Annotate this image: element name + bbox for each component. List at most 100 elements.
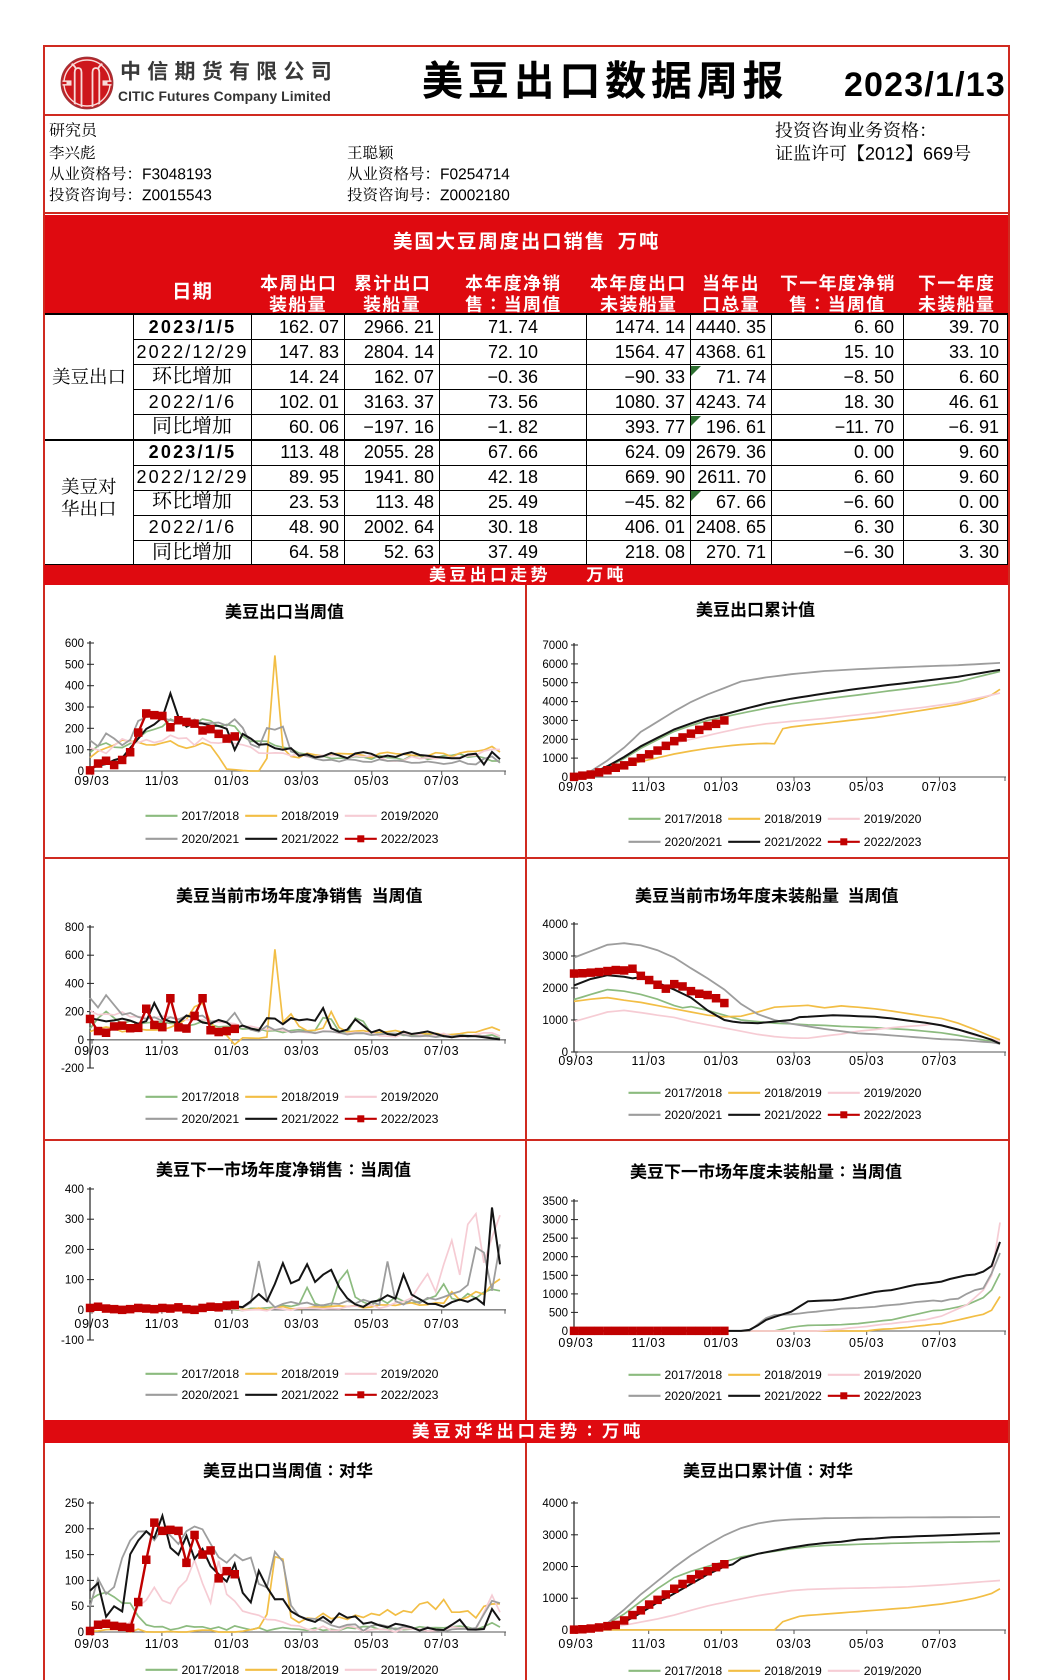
svg-text:05/03: 05/03 — [849, 1336, 884, 1350]
svg-text:2019/2020: 2019/2020 — [864, 1368, 922, 1382]
svg-text:11/03: 11/03 — [632, 1637, 666, 1651]
svg-text:09/03: 09/03 — [558, 1336, 593, 1350]
svg-text:2017/2018: 2017/2018 — [182, 1663, 240, 1677]
svg-text:01/03: 01/03 — [214, 1637, 249, 1651]
svg-text:2021/2022: 2021/2022 — [764, 1108, 822, 1122]
svg-text:03/03: 03/03 — [284, 1044, 319, 1058]
svg-text:01/03: 01/03 — [214, 1317, 249, 1331]
svg-text:2017/2018: 2017/2018 — [182, 809, 240, 823]
svg-text:2022/2023: 2022/2023 — [381, 1388, 439, 1402]
svg-text:2019/2020: 2019/2020 — [381, 809, 439, 823]
svg-text:03/03: 03/03 — [776, 1054, 811, 1068]
svg-text:03/03: 03/03 — [776, 1637, 811, 1651]
svg-text:2018/2019: 2018/2019 — [764, 1368, 822, 1382]
svg-text:0: 0 — [78, 766, 84, 778]
svg-text:2020/2021: 2020/2021 — [665, 1389, 723, 1403]
svg-text:01/03: 01/03 — [704, 1637, 739, 1651]
svg-text:2019/2020: 2019/2020 — [381, 1663, 439, 1677]
svg-text:200: 200 — [65, 1244, 84, 1256]
svg-text:11/03: 11/03 — [145, 1637, 179, 1651]
svg-text:800: 800 — [65, 922, 84, 934]
svg-text:07/03: 07/03 — [424, 1317, 459, 1331]
svg-text:01/03: 01/03 — [214, 1044, 249, 1058]
svg-text:09/03: 09/03 — [558, 1637, 593, 1651]
svg-text:400: 400 — [65, 1184, 84, 1196]
svg-text:2017/2018: 2017/2018 — [182, 1090, 240, 1104]
svg-text:05/03: 05/03 — [849, 1054, 884, 1068]
svg-text:11/03: 11/03 — [632, 780, 666, 794]
svg-text:2019/2020: 2019/2020 — [864, 1664, 922, 1678]
svg-text:2021/2022: 2021/2022 — [764, 835, 822, 849]
svg-text:400: 400 — [65, 978, 84, 990]
svg-text:05/03: 05/03 — [354, 1637, 389, 1651]
svg-text:07/03: 07/03 — [922, 780, 957, 794]
svg-text:05/03: 05/03 — [354, 1044, 389, 1058]
svg-text:11/03: 11/03 — [145, 774, 179, 788]
svg-text:11/03: 11/03 — [632, 1336, 666, 1350]
svg-text:2021/2022: 2021/2022 — [281, 1388, 339, 1402]
svg-text:07/03: 07/03 — [424, 1044, 459, 1058]
svg-text:2018/2019: 2018/2019 — [281, 809, 339, 823]
svg-text:03/03: 03/03 — [776, 1336, 811, 1350]
svg-text:2021/2022: 2021/2022 — [281, 1112, 339, 1126]
svg-text:3500: 3500 — [542, 1196, 568, 1208]
svg-text:09/03: 09/03 — [74, 1317, 109, 1331]
svg-text:100: 100 — [65, 1575, 84, 1587]
svg-text:600: 600 — [65, 638, 84, 650]
svg-text:4000: 4000 — [542, 697, 568, 709]
svg-text:200: 200 — [65, 1007, 84, 1019]
svg-text:2018/2019: 2018/2019 — [281, 1367, 339, 1381]
svg-text:2022/2023: 2022/2023 — [864, 835, 922, 849]
svg-text:07/03: 07/03 — [922, 1336, 957, 1350]
svg-text:01/03: 01/03 — [704, 1336, 739, 1350]
svg-text:05/03: 05/03 — [354, 1317, 389, 1331]
svg-text:0: 0 — [562, 772, 568, 784]
svg-text:03/03: 03/03 — [284, 774, 319, 788]
svg-text:-100: -100 — [61, 1335, 84, 1347]
svg-text:2017/2018: 2017/2018 — [665, 1086, 723, 1100]
svg-text:2000: 2000 — [542, 983, 568, 995]
svg-text:09/03: 09/03 — [558, 780, 593, 794]
svg-text:11/03: 11/03 — [632, 1054, 666, 1068]
svg-text:05/03: 05/03 — [849, 1637, 884, 1651]
svg-text:2022/2023: 2022/2023 — [864, 1389, 922, 1403]
svg-text:600: 600 — [65, 950, 84, 962]
svg-text:07/03: 07/03 — [922, 1637, 957, 1651]
svg-text:01/03: 01/03 — [704, 1054, 739, 1068]
svg-text:3000: 3000 — [542, 1530, 568, 1542]
svg-text:2018/2019: 2018/2019 — [281, 1663, 339, 1677]
svg-text:3000: 3000 — [542, 1215, 568, 1227]
svg-text:2019/2020: 2019/2020 — [381, 1090, 439, 1104]
svg-text:03/03: 03/03 — [776, 780, 811, 794]
svg-text:5000: 5000 — [542, 678, 568, 690]
svg-text:2018/2019: 2018/2019 — [764, 1086, 822, 1100]
svg-text:11/03: 11/03 — [145, 1044, 179, 1058]
svg-text:4000: 4000 — [542, 1498, 568, 1510]
svg-text:05/03: 05/03 — [849, 780, 884, 794]
svg-text:300: 300 — [65, 1214, 84, 1226]
svg-text:-200: -200 — [61, 1063, 84, 1075]
svg-text:09/03: 09/03 — [558, 1054, 593, 1068]
svg-text:03/03: 03/03 — [284, 1637, 319, 1651]
svg-text:2000: 2000 — [542, 1252, 568, 1264]
svg-text:1000: 1000 — [542, 753, 568, 765]
svg-text:3000: 3000 — [542, 951, 568, 963]
svg-text:09/03: 09/03 — [74, 1637, 109, 1651]
svg-text:2020/2021: 2020/2021 — [665, 1108, 723, 1122]
svg-text:2022/2023: 2022/2023 — [864, 1108, 922, 1122]
svg-text:2020/2021: 2020/2021 — [665, 835, 723, 849]
svg-text:2018/2019: 2018/2019 — [764, 812, 822, 826]
svg-text:2021/2022: 2021/2022 — [281, 832, 339, 846]
svg-text:09/03: 09/03 — [74, 1044, 109, 1058]
svg-text:01/03: 01/03 — [214, 774, 249, 788]
svg-text:2020/2021: 2020/2021 — [182, 1388, 240, 1402]
svg-text:0: 0 — [78, 1035, 84, 1047]
svg-text:0: 0 — [562, 1625, 568, 1637]
svg-text:7000: 7000 — [542, 640, 568, 652]
svg-text:500: 500 — [65, 659, 84, 671]
svg-text:01/03: 01/03 — [704, 780, 739, 794]
svg-text:2017/2018: 2017/2018 — [182, 1367, 240, 1381]
svg-text:03/03: 03/03 — [284, 1317, 319, 1331]
svg-text:1000: 1000 — [542, 1015, 568, 1027]
svg-text:100: 100 — [65, 745, 84, 757]
